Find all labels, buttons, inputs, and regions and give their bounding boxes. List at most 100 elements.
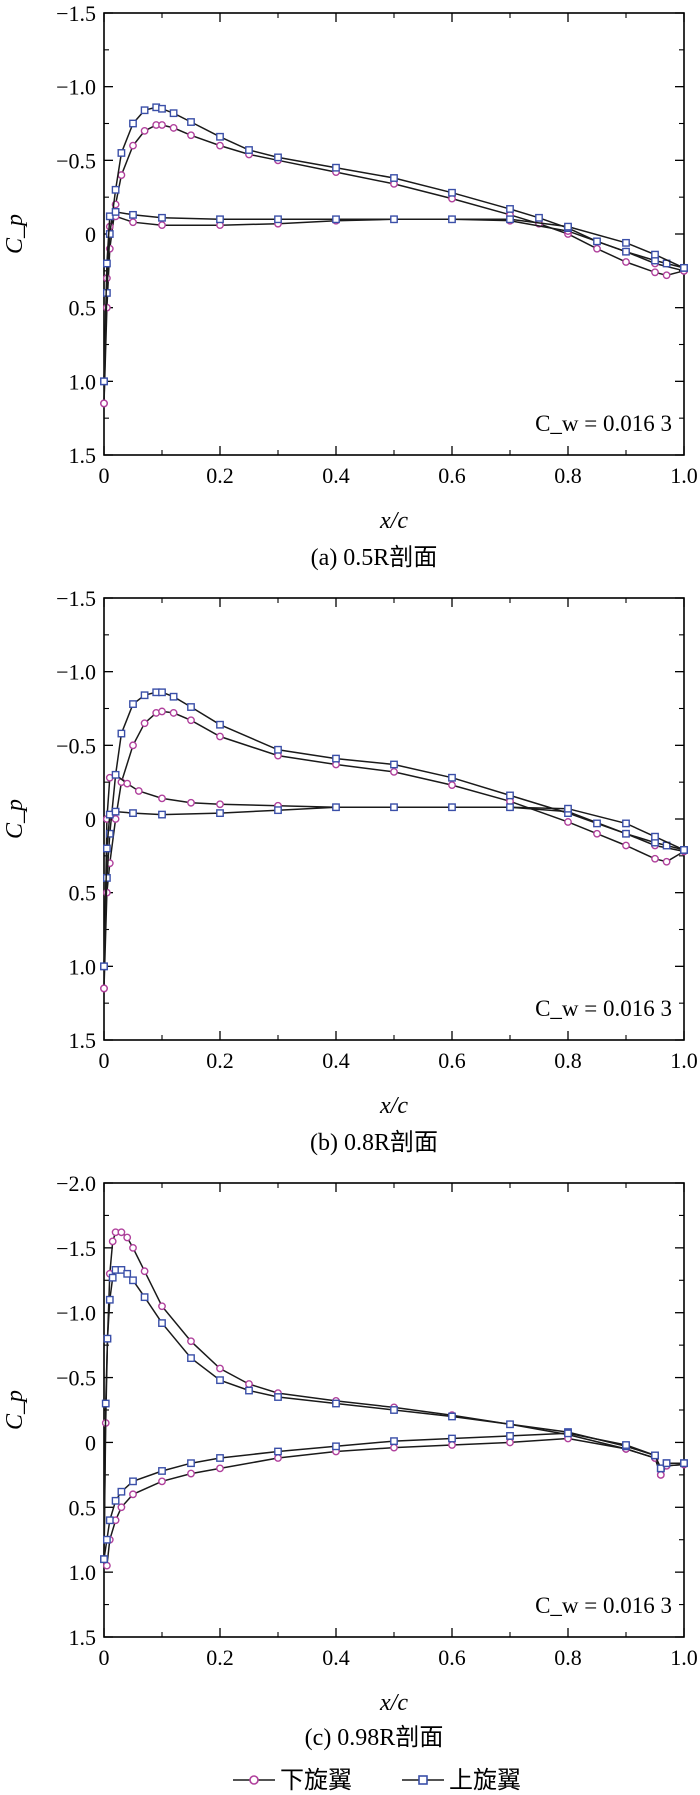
data-point-square <box>390 760 398 769</box>
data-point-square <box>506 215 514 224</box>
data-point-circle <box>216 732 224 741</box>
x-axis-label: x/c <box>379 1690 408 1716</box>
data-point-square <box>245 1386 253 1395</box>
data-point-square <box>506 1432 514 1440</box>
data-point-square <box>158 810 166 819</box>
data-point-square <box>390 1406 398 1414</box>
data-point-circle <box>129 741 137 750</box>
data-point-circle <box>129 1490 137 1499</box>
data-point-square <box>105 829 114 838</box>
y-tick-label: 1.0 <box>69 369 97 394</box>
x-tick-label: 0.6 <box>438 1048 466 1073</box>
data-point-square <box>622 1441 630 1449</box>
data-point-square <box>506 205 514 213</box>
data-point-square <box>111 807 120 816</box>
y-tick-label: 1.5 <box>69 443 97 468</box>
data-point-square <box>651 832 659 841</box>
y-tick-label: 0 <box>85 1430 96 1455</box>
data-point-square <box>274 806 282 815</box>
data-point-square <box>129 1276 137 1285</box>
y-tick-label: 1.5 <box>69 1028 97 1053</box>
data-point-square <box>169 109 178 118</box>
data-point-circle <box>158 707 166 716</box>
data-point-circle <box>158 221 166 230</box>
y-tick-label: −1.5 <box>56 1236 96 1261</box>
data-point-circle <box>187 1469 195 1478</box>
x-tick-label: 0 <box>99 1645 110 1670</box>
y-tick-label: 1.5 <box>69 1625 97 1650</box>
x-tick-label: 0.8 <box>554 1048 582 1073</box>
data-point-square <box>187 1459 195 1468</box>
data-point-square <box>390 1437 398 1446</box>
data-point-square <box>680 1459 688 1468</box>
legend-marker-lower <box>249 1775 259 1785</box>
legend-marker-upper <box>418 1775 428 1785</box>
data-point-square <box>274 745 282 754</box>
data-point-circle <box>123 1233 132 1242</box>
y-tick-label: 0.5 <box>69 1495 97 1520</box>
data-point-square <box>117 1487 126 1496</box>
data-point-circle <box>134 787 143 795</box>
y-tick-label: 1.0 <box>69 1560 97 1585</box>
legend-label-lower: 下旋翼 <box>280 1767 352 1794</box>
data-point-square <box>158 213 166 222</box>
panel-caption: (b) 0.8R剖面 <box>310 1129 438 1156</box>
x-tick-label: 1.0 <box>670 1645 698 1670</box>
series-line-square-upper_surface <box>103 1269 684 1560</box>
cw-annotation: C_w = 0.016 3 <box>535 996 672 1021</box>
data-point-square <box>448 188 456 197</box>
data-point-square <box>506 803 514 812</box>
data-point-square <box>680 846 688 854</box>
x-tick-label: 0 <box>99 1048 110 1073</box>
data-point-circle <box>593 829 601 838</box>
data-point-square <box>332 163 340 172</box>
data-point-square <box>332 1442 340 1451</box>
data-point-circle <box>187 131 195 140</box>
data-point-square <box>593 819 601 828</box>
data-point-square <box>651 1451 659 1460</box>
y-tick-label: 0.5 <box>69 881 97 906</box>
data-point-square <box>100 377 108 386</box>
data-point-circle <box>108 1237 117 1246</box>
y-tick-label: −1.0 <box>56 1301 96 1326</box>
x-tick-label: 0 <box>99 463 110 488</box>
y-axis-label: C_p <box>2 214 28 254</box>
data-point-square <box>158 1319 166 1327</box>
data-point-square <box>651 250 659 259</box>
data-point-circle <box>390 767 398 776</box>
plot-frame <box>103 597 685 1041</box>
data-point-square <box>622 829 630 838</box>
data-point-circle <box>111 815 120 823</box>
data-point-square <box>332 803 340 812</box>
data-point-circle <box>593 244 601 253</box>
data-point-circle <box>390 1443 398 1452</box>
y-tick-label: −0.5 <box>56 148 96 173</box>
data-point-circle <box>216 1364 224 1373</box>
chart-panels: 0 0.2 0.4 0.6 0.8 1.0 −1.5 −1.0 −0.5 0 0.5 1.0 1.5 x/… <box>2 1 698 1751</box>
data-point-circle <box>100 984 108 993</box>
data-point-square <box>662 1459 671 1468</box>
data-point-square <box>656 1464 665 1473</box>
data-point-circle <box>140 1267 149 1276</box>
y-tick-label: −0.5 <box>56 733 96 758</box>
data-point-circle <box>103 1561 111 1570</box>
data-point-square <box>105 1295 114 1304</box>
data-point-square <box>216 215 224 224</box>
data-point-circle <box>140 719 149 728</box>
data-point-square <box>117 149 126 157</box>
x-tick-label: 1.0 <box>670 1048 698 1073</box>
data-point-circle <box>656 1470 665 1479</box>
data-point-square <box>103 1334 112 1343</box>
data-point-circle <box>245 1380 253 1388</box>
data-point-square <box>564 804 572 813</box>
data-point-square <box>332 215 340 224</box>
y-tick-label: −1.0 <box>56 75 96 100</box>
data-point-square <box>274 153 282 162</box>
x-tick-label: 0.2 <box>206 1048 234 1073</box>
data-point-square <box>593 237 601 246</box>
x-tick-label: 0.4 <box>322 1048 350 1073</box>
data-point-square <box>169 692 178 701</box>
data-point-circle <box>187 1337 195 1346</box>
data-point-square <box>680 263 688 272</box>
